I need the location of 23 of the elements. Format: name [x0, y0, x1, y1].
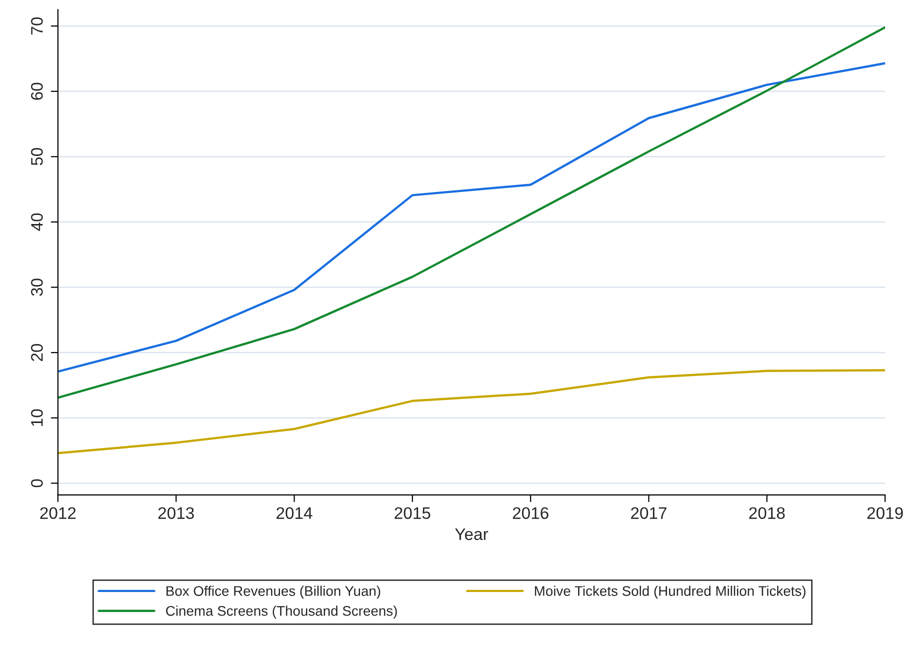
legend-label: Cinema Screens (Thousand Screens) — [166, 606, 397, 619]
legend-label: Box Office Revenues (Billion Yuan) — [166, 586, 380, 599]
x-axis-title: Year — [455, 528, 488, 540]
x-tick-label: 2019 — [867, 507, 903, 520]
x-tick-label: 2016 — [512, 507, 548, 520]
x-tick-label: 2014 — [276, 507, 312, 520]
line-series — [58, 369, 886, 454]
x-tick-label: 2017 — [631, 507, 666, 520]
y-tick-label: 0 — [31, 479, 43, 488]
y-tick-label: 30 — [31, 278, 43, 296]
y-tick-label: 40 — [31, 213, 43, 231]
x-tick-label: 2018 — [749, 507, 785, 520]
y-tick-label: 10 — [31, 409, 43, 426]
line-series — [58, 62, 886, 373]
x-tick-label: 2013 — [158, 507, 194, 520]
x-tick-label: 2012 — [40, 507, 76, 520]
line-series — [58, 26, 886, 399]
y-tick-label: 60 — [31, 82, 43, 100]
legend-label: Moive Tickets Sold (Hundred Million Tickets) — [534, 586, 806, 599]
x-tick-label: 2015 — [394, 507, 430, 520]
y-tick-label: 70 — [31, 17, 43, 34]
y-tick-label: 50 — [31, 148, 43, 166]
y-tick-label: 20 — [31, 344, 43, 362]
